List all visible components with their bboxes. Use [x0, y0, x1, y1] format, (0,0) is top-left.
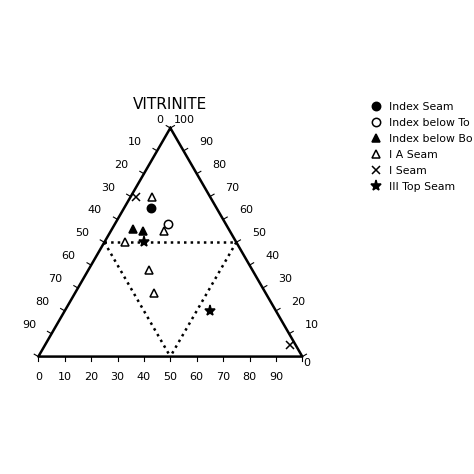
Text: 80: 80 — [243, 372, 256, 382]
Text: VITRINITE: VITRINITE — [133, 97, 208, 112]
Text: 50: 50 — [164, 372, 177, 382]
Text: 90: 90 — [22, 319, 36, 330]
Text: 60: 60 — [239, 205, 253, 215]
Text: 60: 60 — [190, 372, 204, 382]
Text: 20: 20 — [114, 160, 128, 170]
Text: 90: 90 — [199, 137, 213, 147]
Text: 30: 30 — [110, 372, 125, 382]
Text: 20: 20 — [84, 372, 98, 382]
Text: 70: 70 — [48, 274, 62, 284]
Text: 100: 100 — [174, 115, 195, 125]
Text: 0: 0 — [304, 358, 310, 368]
Text: 30: 30 — [278, 274, 292, 284]
Text: 10: 10 — [305, 319, 319, 330]
Text: 70: 70 — [216, 372, 230, 382]
Text: 0: 0 — [35, 372, 42, 382]
Text: 10: 10 — [58, 372, 72, 382]
Text: 0: 0 — [157, 115, 164, 125]
Text: 60: 60 — [62, 251, 75, 261]
Text: 80: 80 — [212, 160, 227, 170]
Text: 50: 50 — [252, 228, 266, 238]
Text: 40: 40 — [265, 251, 279, 261]
Text: 90: 90 — [269, 372, 283, 382]
Text: 70: 70 — [226, 182, 240, 192]
Text: 10: 10 — [128, 137, 142, 147]
Text: 50: 50 — [75, 228, 89, 238]
Legend: Index Seam, Index below To, Index below Bo, I A Seam, I Seam, III Top Seam: Index Seam, Index below To, Index below … — [369, 102, 473, 191]
Text: 30: 30 — [101, 182, 115, 192]
Text: 80: 80 — [35, 297, 49, 307]
Text: 40: 40 — [137, 372, 151, 382]
Text: 20: 20 — [292, 297, 306, 307]
Text: 40: 40 — [88, 205, 102, 215]
